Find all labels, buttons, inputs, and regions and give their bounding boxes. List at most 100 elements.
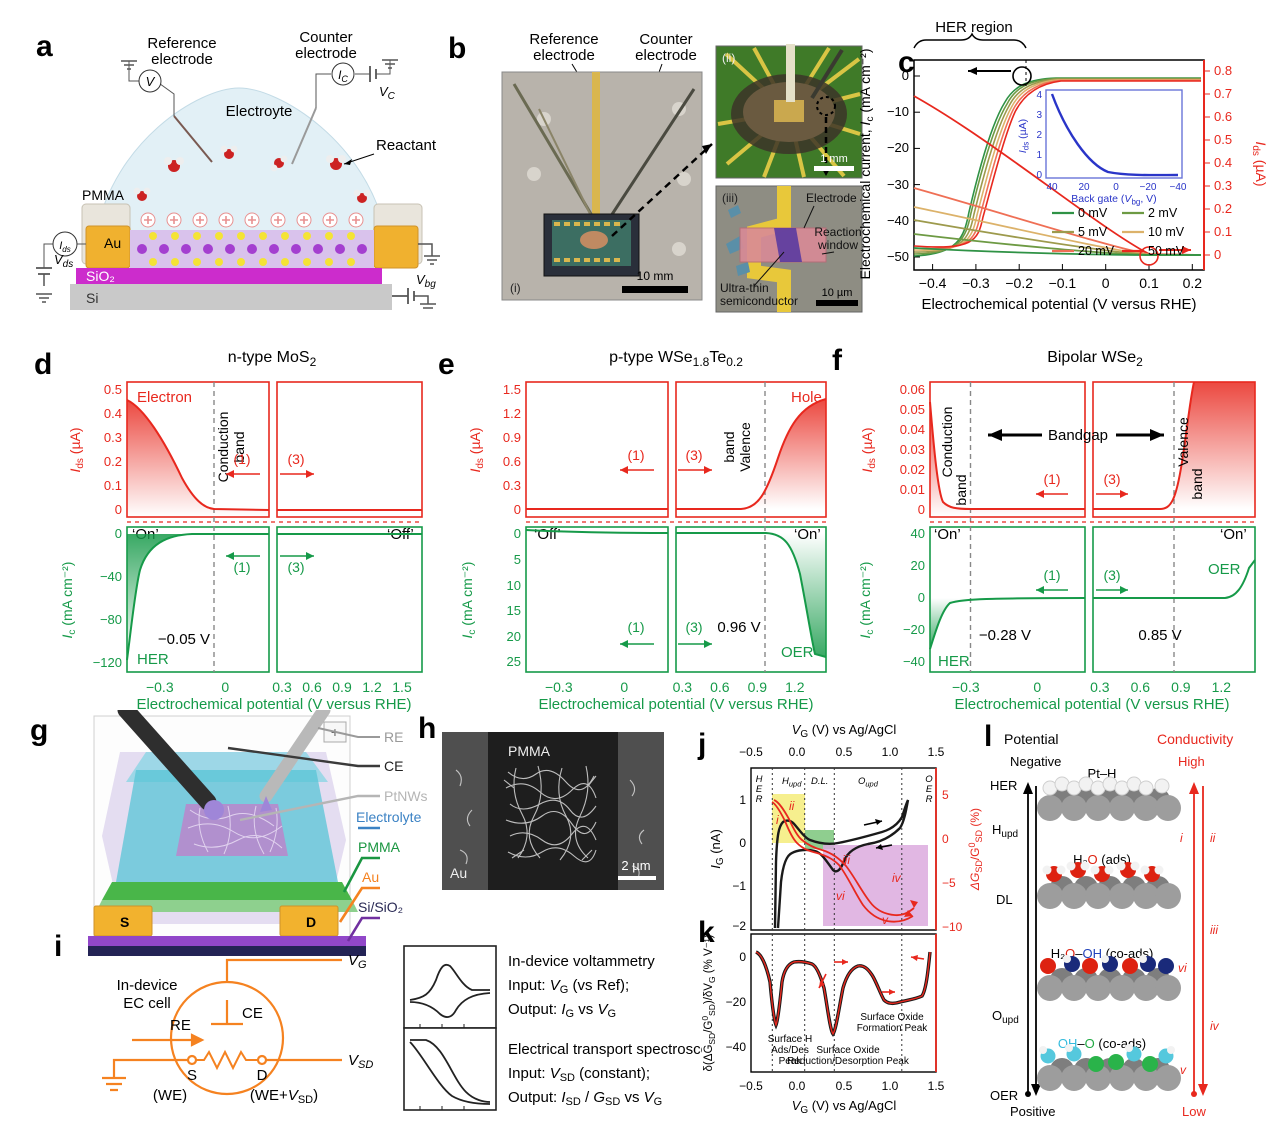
panel-letter-a: a	[36, 30, 53, 63]
svg-text:−0.3: −0.3	[962, 275, 990, 291]
semiconductor-label-1: Ultra-thin	[720, 281, 769, 295]
semiconductor-label-2: semiconductor	[720, 294, 798, 308]
f-lower-yticks: 40 20 0 −20 −40	[903, 526, 925, 669]
scalebar-iii	[816, 300, 858, 306]
svg-text:(1): (1)	[627, 447, 644, 463]
svg-text:0: 0	[1033, 679, 1041, 695]
f-bandgap-arrowhead-right	[1150, 429, 1164, 441]
svg-text:0.05: 0.05	[900, 402, 925, 417]
i-mini-plots	[403, 945, 497, 1111]
svg-text:Surface H: Surface H	[768, 1034, 812, 1045]
c-black-arrowhead	[968, 67, 977, 75]
panel-letter-f: f	[832, 344, 843, 377]
reaction-window-label-1: Reaction	[814, 225, 861, 239]
svg-text:40: 40	[1046, 182, 1058, 193]
ids-meter-label: Ids	[59, 240, 71, 254]
counter-electrode-wire	[291, 59, 398, 165]
svg-text:0.3: 0.3	[673, 679, 693, 695]
h-au-label: Au	[450, 865, 467, 881]
svg-text:vi: vi	[836, 889, 845, 903]
svg-text:0: 0	[1214, 247, 1221, 262]
g-drain-label: D	[306, 914, 316, 930]
svg-text:10 mV: 10 mV	[1148, 225, 1185, 239]
f-on-right-label: ‘On’	[1220, 526, 1247, 543]
g-ce-probe	[117, 710, 217, 811]
j-conductance-curves	[771, 799, 915, 923]
svg-text:10: 10	[507, 578, 521, 593]
f-upper-ylabel: Ids (µA)	[859, 427, 878, 472]
svg-text:1.2: 1.2	[785, 679, 805, 695]
d-lower-ylabel: Ic (mA cm⁻²)	[59, 562, 78, 639]
dashed-arrowhead-ii	[702, 144, 712, 154]
cation-row	[140, 212, 364, 228]
l-mol2-atoms	[1037, 861, 1181, 909]
c-black-marker	[1012, 66, 1032, 86]
svg-text:20: 20	[1078, 182, 1090, 193]
svg-text:(1): (1)	[233, 451, 250, 467]
svg-text:0.6: 0.6	[710, 679, 730, 695]
reaction-window-label-2: window	[817, 238, 858, 252]
c-inset: 4 3 2 1 0 40 20 0 −20 −40 Back gate (Vbg, V) Ids…	[1017, 89, 1187, 207]
svg-text:0.4: 0.4	[104, 406, 122, 421]
g-source-label: S	[120, 914, 129, 930]
svg-text:−0.3: −0.3	[952, 679, 980, 695]
electrode-label: Electrode	[806, 191, 857, 205]
svg-text:−0.2: −0.2	[1005, 275, 1033, 291]
f-xticks: −0.3 0 0.3 0.6 0.9 1.2	[952, 679, 1231, 695]
panel-letter-b: b	[448, 32, 466, 65]
svg-text:−0.3: −0.3	[146, 679, 174, 695]
photo-i: (i) 10 mm	[501, 71, 703, 301]
panel-letter-h: h	[418, 712, 436, 745]
d-title: n-type MoS2	[228, 349, 317, 369]
f-bandgap-arrowhead-left	[988, 429, 1002, 441]
d-lower-right-frame	[276, 526, 423, 673]
h-nanowire-mesh	[455, 765, 645, 879]
si-layer	[70, 284, 392, 310]
f-xlabel: Electrochemical potential (V versus RHE)	[954, 696, 1229, 712]
svg-text:−0.1: −0.1	[1049, 275, 1077, 291]
g-sisio2-label: Si/SiO₂	[358, 899, 403, 915]
j-purple-region	[823, 845, 928, 926]
c-red-marker	[1139, 246, 1159, 266]
svg-text:iv: iv	[1210, 1019, 1220, 1033]
c-xlabel: Electrochemical potential (V versus RHE)	[921, 296, 1196, 313]
svg-text:1.5: 1.5	[928, 1079, 945, 1093]
svg-text:1.5: 1.5	[928, 745, 945, 759]
panel-g: g S D + RE CE PtNWs Electrolyte PMMA Au …	[30, 710, 428, 956]
i-volt-output: Output: IG vs VG	[508, 1001, 616, 1020]
svg-text:Reduction/Desorption Peak: Reduction/Desorption Peak	[787, 1056, 910, 1067]
f-volt-right: 0.85 V	[1138, 627, 1181, 644]
l-potential-label: Potential	[1004, 731, 1058, 747]
photo-iii: (iii) Electrode Reaction window Ultra-th…	[715, 185, 863, 313]
j-region-labels: H E R Hupd D.L. Oupd O E R	[756, 774, 934, 805]
k-derivative-curve-red	[755, 951, 931, 1036]
svg-text:0 mV: 0 mV	[1078, 206, 1108, 220]
e-oer-curve-left	[525, 529, 669, 534]
i-s-label: S	[187, 1067, 197, 1084]
scale-iii-label: 10 µm	[822, 287, 853, 299]
g-ce-label: CE	[384, 758, 403, 774]
svg-text:(3): (3)	[685, 619, 702, 635]
svg-text:Peak: Peak	[779, 1056, 803, 1067]
j-hupd-label: Hupd	[782, 776, 802, 789]
e-lower-yticks: 0 5 10 15 20 25	[507, 526, 521, 669]
g-au-label: Au	[362, 869, 379, 885]
reference-electrode-label-2: electrode	[151, 51, 213, 68]
svg-text:0.6: 0.6	[503, 454, 521, 469]
g-re-probe-tip	[260, 796, 272, 812]
svg-text:0.1: 0.1	[1214, 224, 1232, 239]
svg-text:0: 0	[739, 950, 746, 964]
i-vsd-label: VSD	[348, 1052, 373, 1071]
svg-text:DL: DL	[996, 892, 1013, 907]
svg-text:0.3: 0.3	[1090, 679, 1110, 695]
svg-text:5: 5	[942, 788, 949, 802]
k-region-dividers	[771, 934, 903, 1072]
svg-text:0: 0	[115, 502, 122, 517]
e-xlabel: Electrochemical potential (V versus RHE)	[538, 696, 813, 712]
svg-text:(1): (1)	[233, 559, 250, 575]
i-descriptions: In-device voltammetry Input: VG (vs Ref)…	[508, 953, 702, 1108]
svg-text:iv: iv	[892, 871, 902, 885]
e-oer-curve	[676, 532, 827, 658]
svg-text:E: E	[756, 784, 763, 795]
svg-text:−0.4: −0.4	[919, 275, 947, 291]
